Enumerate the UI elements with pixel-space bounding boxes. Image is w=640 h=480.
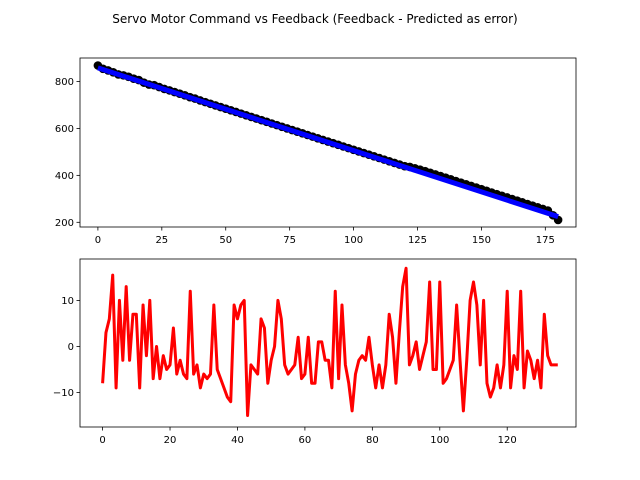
bottom-xtick-label: 40 [231,435,244,446]
top-ytick-label: 800 [55,77,74,88]
bottom-ytick-label: 10 [61,296,74,307]
bottom-xtick-label: 20 [164,435,177,446]
bottom-xtick-label: 120 [498,435,517,446]
top-xtick-label: 0 [95,235,101,246]
figure-title: Servo Motor Command vs Feedback (Feedbac… [112,12,517,26]
bottom-ytick-label: 0 [68,342,74,353]
top-ytick-label: 400 [55,171,74,182]
bottom-ytick-label: −10 [53,388,74,399]
top-xtick-label: 50 [219,235,232,246]
error-axes: 0 20 40 60 80 100 120 −10 0 10 [53,258,577,446]
top-xtick-label: 125 [408,235,427,246]
bottom-xtick-label: 100 [430,435,449,446]
top-ytick-label: 600 [55,124,74,135]
top-fit-line [97,65,559,220]
bottom-xtick-label: 80 [366,435,379,446]
top-xtick-label: 75 [283,235,296,246]
bottom-plot-area [101,266,558,417]
top-xtick-label: 150 [472,235,491,246]
top-ytick-label: 200 [55,218,74,229]
top-frame [79,57,577,228]
bottom-xtick-label: 0 [99,435,105,446]
bottom-xtick-label: 60 [299,435,312,446]
top-xtick-label: 175 [536,235,555,246]
bottom-error-line [101,266,558,417]
top-xtick-label: 25 [155,235,168,246]
bottom-frame [79,258,577,428]
top-plot-area [93,61,563,225]
top-xtick-label: 100 [344,235,363,246]
command-vs-feedback-axes: 0 25 50 75 100 125 150 175 200 400 600 800 [55,57,577,246]
